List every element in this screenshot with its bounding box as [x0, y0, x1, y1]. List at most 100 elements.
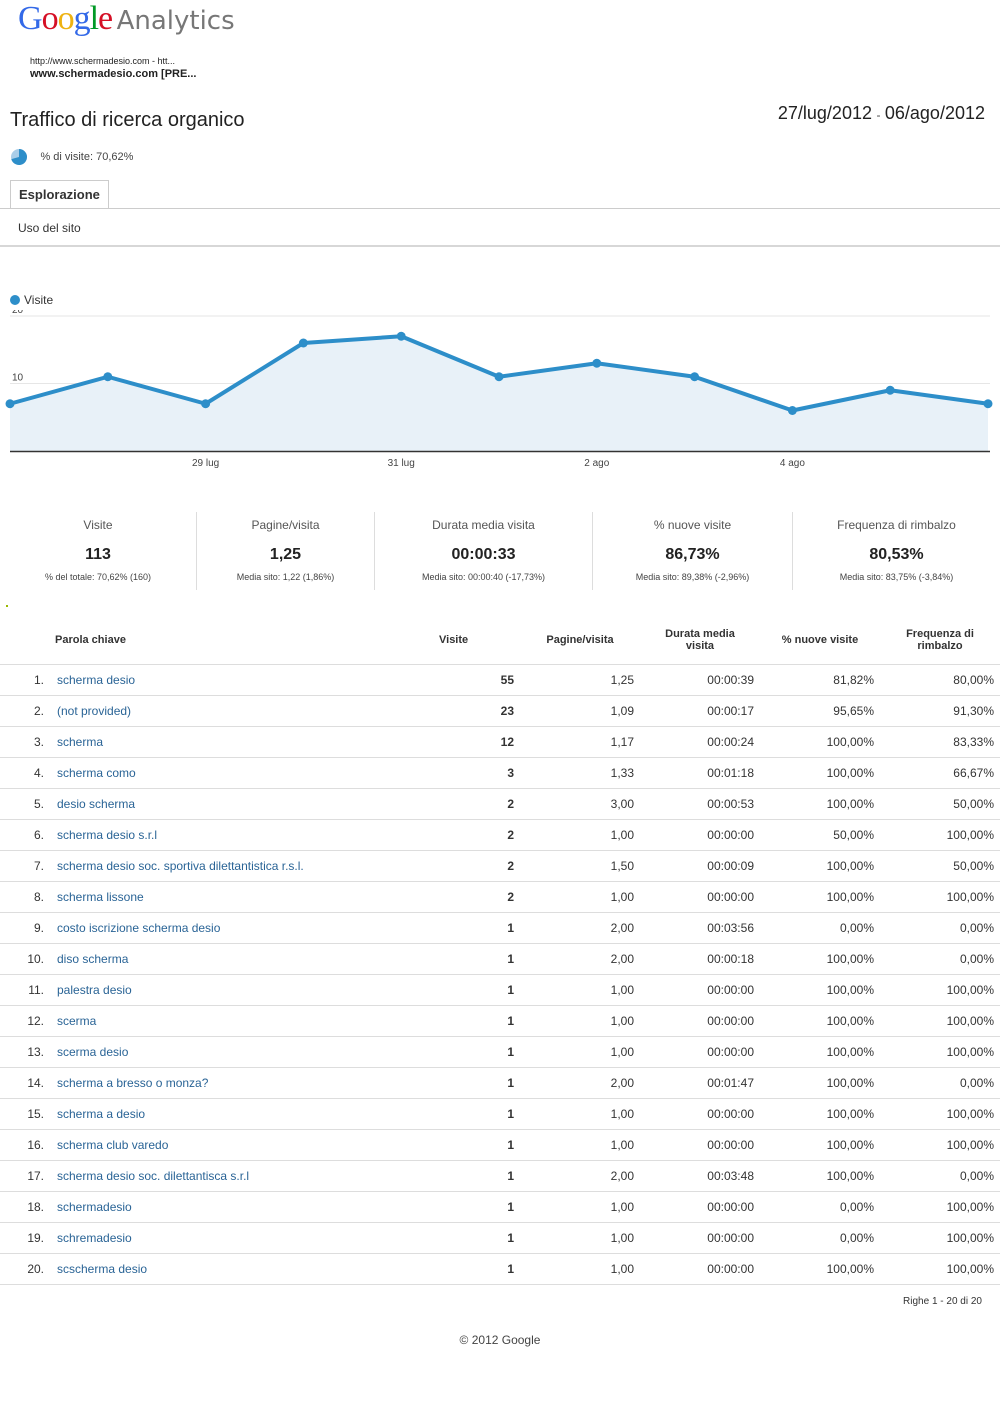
cell-visite: 2 [410, 881, 520, 913]
keyword-link[interactable]: scherma a bresso o monza? [57, 1076, 209, 1090]
cell-rimbalzo: 50,00% [880, 788, 1000, 820]
keyword-link[interactable]: scherma lissone [57, 890, 144, 904]
cell-durata: 00:00:00 [640, 819, 760, 851]
keyword-link: desio scherma [50, 788, 410, 820]
row-index: 14. [0, 1067, 50, 1099]
keyword-link[interactable]: schermadesio [57, 1200, 132, 1214]
cell-pagine-visita: 2,00 [520, 943, 640, 975]
metric-value: 00:00:33 [451, 546, 516, 563]
cell-nuove-visite: 100,00% [760, 757, 880, 789]
subtab-uso-del-sito[interactable]: Uso del sito [18, 221, 81, 235]
keyword-link: (not provided) [50, 695, 410, 727]
metric-card: Frequenza di rimbalzo 80,53% Media sito: 8… [792, 512, 1000, 590]
date-range[interactable]: 27/lug/2012 - 06/ago/2012 [778, 103, 985, 124]
keyword-link[interactable]: scherma como [57, 766, 136, 780]
cell-rimbalzo: 0,00% [880, 943, 1000, 975]
table-row: 3. scherma 12 1,17 00:00:24 100,00% 83,33% [0, 726, 1000, 758]
cell-rimbalzo: 66,67% [880, 757, 1000, 789]
cell-visite: 12 [410, 726, 520, 758]
metric-card: % nuove visite 86,73% Media sito: 89,38% (… [592, 512, 792, 590]
keyword-link[interactable]: desio scherma [57, 797, 136, 811]
keyword-link[interactable]: scherma desio s.r.l [57, 828, 158, 842]
table-row: 7. scherma desio soc. sportiva dilettanti… [0, 850, 1000, 882]
cell-visite: 23 [410, 695, 520, 727]
cell-pagine-visita: 1,00 [520, 881, 640, 913]
row-index: 19. [0, 1222, 50, 1254]
keyword-link[interactable]: scscherma desio [57, 1262, 148, 1276]
keyword-link: scherma [50, 726, 410, 758]
site-name: www.schermadesio.com [PRE... [30, 68, 197, 80]
cell-durata: 00:00:00 [640, 1098, 760, 1130]
keyword-link: scherma a desio [50, 1098, 410, 1130]
keyword-link[interactable]: scherma desio soc. dilettantisca s.r.l [57, 1169, 250, 1183]
series-area [10, 336, 988, 451]
data-point [396, 331, 406, 341]
tab-esplorazione[interactable]: Esplorazione [10, 180, 109, 209]
cell-pagine-visita: 1,00 [520, 1005, 640, 1037]
keyword-table-wrapper: Parola chiave Visite Pagine/visita Durat… [0, 616, 1000, 1285]
metric-value: 80,53% [869, 546, 924, 563]
metric-label: Pagine/visita [251, 518, 320, 532]
table-row: 20. scscherma desio 1 1,00 00:00:00 100,00% 10… [0, 1253, 1000, 1285]
cell-durata: 00:00:53 [640, 788, 760, 820]
header-pagine-visita[interactable]: Pagine/visita [546, 634, 614, 646]
segment-text: % di visite: 70,62% [40, 151, 134, 163]
table-row: 15. scherma a desio 1 1,00 00:00:00 100,00% 10… [0, 1098, 1000, 1130]
keyword-link: scherma a bresso o monza? [50, 1067, 410, 1099]
segment-indicator: % di visite: 70,62% [10, 148, 133, 166]
keyword-link[interactable]: diso scherma [57, 952, 129, 966]
table-row: 13. scerma desio 1 1,00 00:00:00 100,00% 100,0… [0, 1036, 1000, 1068]
cell-pagine-visita: 2,00 [520, 1067, 640, 1099]
cell-visite: 1 [410, 1191, 520, 1223]
visits-line-chart[interactable]: 20 10 29 lug 31 lug 2 ago 4 ago [0, 310, 1000, 475]
report-title: Traffico di ricerca organico [10, 109, 245, 131]
keyword-link: diso scherma [50, 943, 410, 975]
keyword-link[interactable]: scherma club varedo [57, 1138, 169, 1152]
cell-pagine-visita: 1,00 [520, 1036, 640, 1068]
cell-durata: 00:03:56 [640, 912, 760, 944]
cell-durata: 00:01:47 [640, 1067, 760, 1099]
cell-pagine-visita: 2,00 [520, 1160, 640, 1192]
header-frequenza-rimbalzo[interactable]: Frequenza di rimbalzo [906, 628, 974, 652]
keyword-link[interactable]: scerma [57, 1014, 97, 1028]
cell-rimbalzo: 0,00% [880, 1067, 1000, 1099]
keyword-link: scerma desio [50, 1036, 410, 1068]
keyword-link[interactable]: scherma [57, 735, 104, 749]
row-index: 10. [0, 943, 50, 975]
keyword-link[interactable]: costo iscrizione scherma desio [57, 921, 221, 935]
chart-legend[interactable]: Visite [10, 293, 53, 307]
keyword-link[interactable]: scherma a desio [57, 1107, 146, 1121]
keyword-link: schermadesio [50, 1191, 410, 1223]
cell-nuove-visite: 100,00% [760, 1098, 880, 1130]
header-visite[interactable]: Visite [439, 634, 469, 646]
cell-visite: 1 [410, 1005, 520, 1037]
cell-visite: 55 [410, 664, 520, 696]
cell-nuove-visite: 100,00% [760, 726, 880, 758]
header-durata-media[interactable]: Durata media visita [665, 628, 735, 652]
table-row: 17. scherma desio soc. dilettantisca s.r.… [0, 1160, 1000, 1192]
table-row: 1. scherma desio 55 1,25 00:00:39 81,82% 80,00… [0, 664, 1000, 696]
keyword-link[interactable]: scherma desio [57, 673, 136, 687]
data-point [494, 372, 504, 382]
table-row: 4. scherma como 3 1,33 00:01:18 100,00% 66,67% [0, 757, 1000, 789]
metric-value: 113 [85, 546, 111, 563]
keyword-link[interactable]: palestra desio [57, 983, 132, 997]
keyword-link[interactable]: scerma desio [57, 1045, 129, 1059]
date-start: 27/lug/2012 [777, 103, 872, 123]
keyword-link[interactable]: (not provided) [57, 704, 132, 718]
keyword-link[interactable]: scherma desio soc. sportiva dilettantist… [57, 859, 304, 873]
status-dot [6, 605, 8, 607]
cell-visite: 2 [410, 850, 520, 882]
cell-nuove-visite: 100,00% [760, 1067, 880, 1099]
cell-visite: 3 [410, 757, 520, 789]
header-nuove-visite[interactable]: % nuove visite [781, 634, 859, 646]
cell-rimbalzo: 83,33% [880, 726, 1000, 758]
cell-pagine-visita: 1,00 [520, 1098, 640, 1130]
table-row: 11. palestra desio 1 1,00 00:00:00 100,00% 100… [0, 974, 1000, 1006]
keyword-link[interactable]: schremadesio [57, 1231, 132, 1245]
metric-value: 1,25 [269, 546, 302, 563]
cell-rimbalzo: 100,00% [880, 1129, 1000, 1161]
rows-count: Righe 1 - 20 di 20 [903, 1296, 982, 1307]
header-parola-chiave[interactable]: Parola chiave [55, 634, 126, 646]
row-index: 5. [0, 788, 50, 820]
